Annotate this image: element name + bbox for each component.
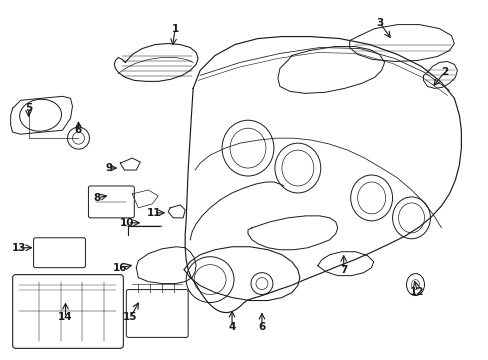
Text: 6: 6 (258, 323, 265, 332)
Text: 5: 5 (25, 103, 32, 113)
Text: 11: 11 (147, 208, 161, 218)
Text: 15: 15 (123, 312, 137, 323)
Text: 8: 8 (94, 193, 101, 203)
Text: 2: 2 (440, 67, 447, 77)
Text: 12: 12 (409, 287, 424, 297)
Text: 9: 9 (105, 163, 113, 173)
Text: 7: 7 (339, 265, 346, 275)
Text: 3: 3 (375, 18, 383, 28)
Text: 10: 10 (120, 218, 134, 228)
Text: 14: 14 (58, 312, 73, 323)
Text: 1: 1 (171, 24, 179, 33)
Text: 16: 16 (113, 263, 127, 273)
Text: 13: 13 (11, 243, 26, 253)
Text: 4: 4 (228, 323, 235, 332)
Text: 6: 6 (75, 125, 82, 135)
